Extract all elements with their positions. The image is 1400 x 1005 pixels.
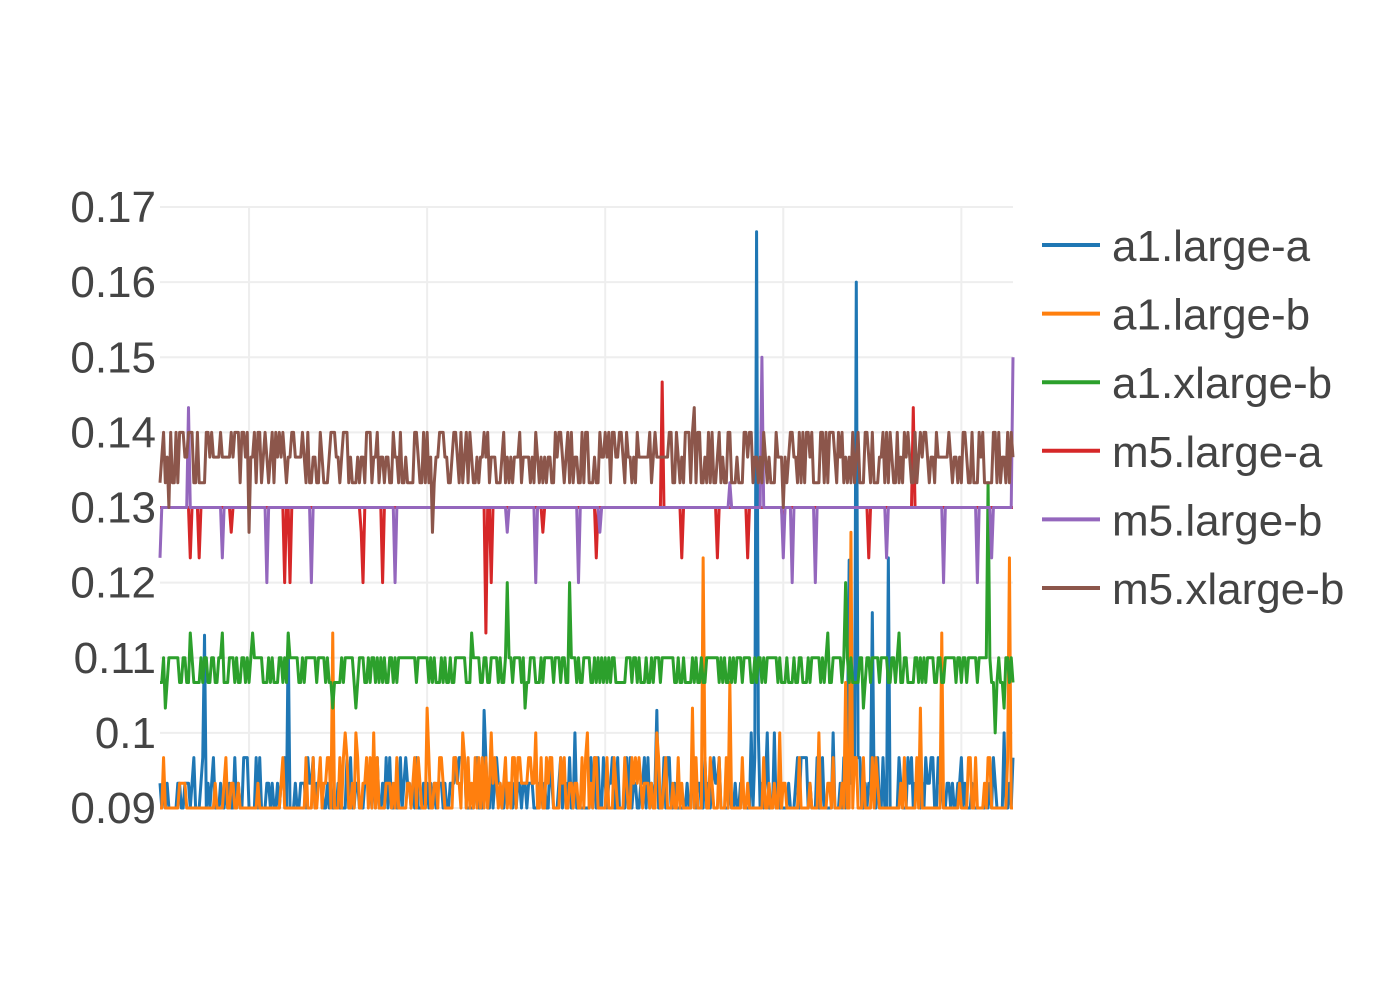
y-tick-label: 0.15 — [70, 333, 156, 382]
y-tick-label: 0.16 — [70, 258, 156, 307]
y-tick-label: 0.1 — [95, 709, 156, 758]
series-line-m5.xlarge-b — [158, 406, 1015, 534]
legend[interactable]: a1.large-a a1.large-b a1.xlarge-b m5.large-… — [1042, 222, 1344, 614]
series-lines — [158, 230, 1015, 810]
y-tick-label: 0.12 — [70, 559, 156, 608]
y-tick-label: 0.13 — [70, 484, 156, 533]
legend-label: a1.xlarge-b — [1112, 359, 1332, 408]
legend-label: m5.large-b — [1112, 496, 1322, 545]
legend-label: m5.xlarge-b — [1112, 565, 1344, 614]
y-tick-label: 0.17 — [70, 183, 156, 232]
legend-label: m5.large-a — [1112, 428, 1323, 477]
legend-item-a1.xlarge-b[interactable]: a1.xlarge-b — [1042, 359, 1332, 408]
legend-item-m5.large-b[interactable]: m5.large-b — [1042, 496, 1322, 545]
y-tick-label: 0.14 — [70, 408, 156, 457]
series-line-a1.large-b — [160, 530, 1013, 810]
y-tick-label: 0.09 — [70, 784, 156, 833]
legend-item-a1.large-b[interactable]: a1.large-b — [1042, 291, 1310, 340]
series-line-a1.xlarge-b — [160, 481, 1015, 735]
y-axis: 0.17 0.16 0.15 0.14 0.13 0.12 0.11 0.1 0.09 — [70, 183, 156, 833]
legend-item-a1.large-a[interactable]: a1.large-a — [1042, 222, 1311, 271]
series-line-a1.large-a — [158, 230, 1015, 810]
legend-label: a1.large-b — [1112, 291, 1310, 340]
legend-item-m5.xlarge-b[interactable]: m5.xlarge-b — [1042, 565, 1344, 614]
legend-label: a1.large-a — [1112, 222, 1311, 271]
y-tick-label: 0.11 — [74, 634, 156, 683]
series-line-m5.large-b — [158, 355, 1015, 585]
legend-item-m5.large-a[interactable]: m5.large-a — [1042, 428, 1323, 477]
